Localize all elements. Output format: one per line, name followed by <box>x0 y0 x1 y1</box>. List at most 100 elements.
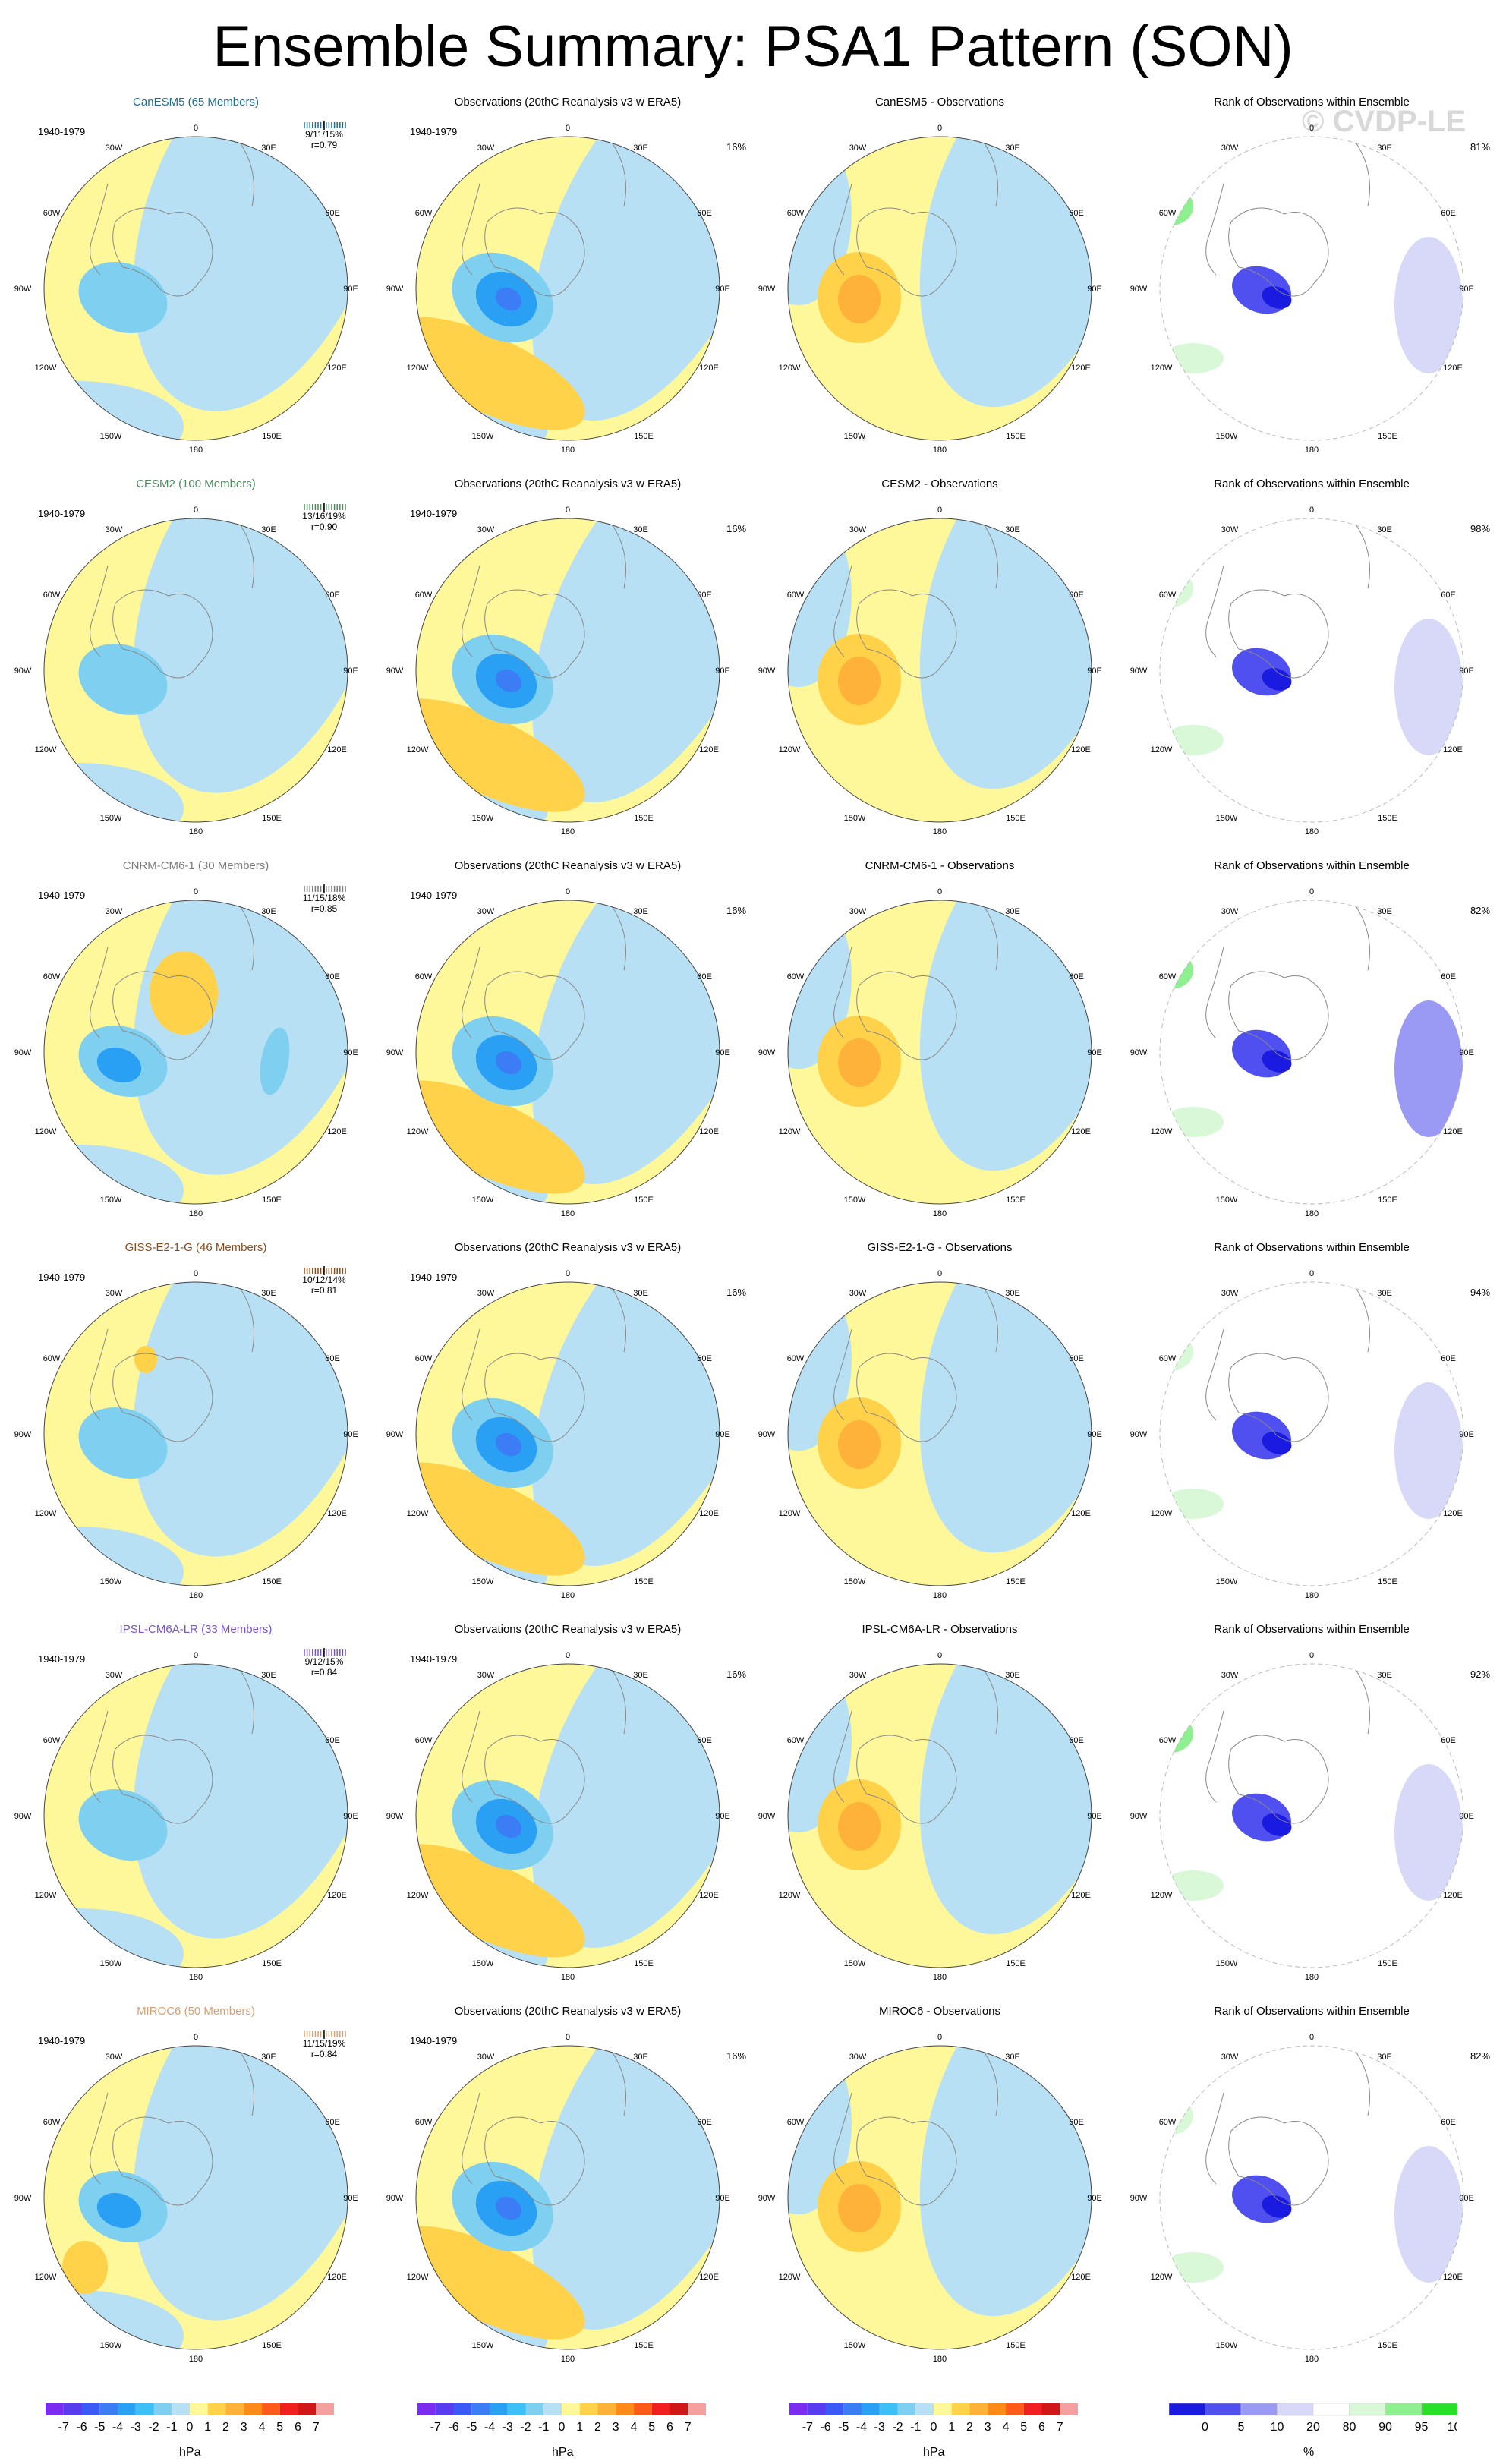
lon-label-w120: 120W <box>35 2273 57 2282</box>
africa-outline <box>608 2047 626 2116</box>
lon-label-w30: 30W <box>106 1289 123 1298</box>
map-border <box>43 1281 348 1586</box>
hpa-unit-3: hPa <box>923 2446 945 2459</box>
polar-map: 0 180 90W 90E 30W 30E 60W 60E 120W 120E 150W 150E <box>386 1651 730 1982</box>
lon-label-e60: 60E <box>697 209 712 218</box>
lon-label-e30: 30E <box>1005 1671 1020 1680</box>
lon-label-n: 0 <box>194 124 198 133</box>
colorbar-label: 2 <box>222 2421 229 2434</box>
map-wrap: 0 180 90W 90E 30W 30E 60W 60E 120W 120E 150W 150E <box>9 1253 383 1604</box>
map-border <box>1159 136 1464 441</box>
lon-label-w150: 150W <box>844 814 866 823</box>
colorbar-label: 3 <box>985 2421 991 2434</box>
lon-label-e60: 60E <box>1069 2118 1084 2127</box>
model-panel: CESM2 (100 Members) 13/16/19% r=0.90 1940-1… <box>9 458 383 837</box>
period-label: 1940-1979 <box>38 2035 86 2047</box>
lon-label-s: 180 <box>933 827 947 837</box>
obs-title: Observations (20thC Reanalysis v3 w ERA5… <box>454 1241 682 1254</box>
positive-region-east <box>133 1664 348 1939</box>
lon-label-w90: 90W <box>386 666 404 676</box>
member-strip <box>301 120 350 130</box>
rank-swatch <box>1312 2403 1350 2416</box>
pattern-correlation: r=0.84 <box>310 2049 338 2059</box>
africa-outline <box>608 901 626 971</box>
lon-label-w150: 150W <box>100 432 122 441</box>
lon-label-s: 180 <box>1305 2355 1319 2364</box>
pressure-anomaly-core <box>96 283 142 320</box>
lon-label-w90: 90W <box>14 1430 32 1439</box>
member-strip <box>301 1647 350 1657</box>
map-border <box>787 136 1092 441</box>
rank-pct: 94% <box>1470 1287 1491 1298</box>
africa-outline <box>980 901 998 971</box>
lon-label-e30: 30E <box>633 1671 648 1680</box>
lon-label-w90: 90W <box>14 1048 32 1057</box>
ensemble-percentiles: 9/11/15% <box>305 129 343 140</box>
south-america-outline <box>1205 1710 1224 1803</box>
rank-region-core <box>1262 668 1292 691</box>
lon-label-w150: 150W <box>844 1959 866 1968</box>
rank-label: 95 <box>1415 2421 1429 2434</box>
south-america-outline <box>462 1710 480 1803</box>
member-strip <box>301 1265 350 1275</box>
colorbar-swatch <box>825 2403 844 2415</box>
lon-label-e30: 30E <box>261 143 276 153</box>
south-america-outline <box>90 565 109 657</box>
lon-label-e150: 150E <box>634 2341 654 2350</box>
lon-label-w30: 30W <box>1221 525 1239 534</box>
colorbar-swatch <box>562 2403 580 2415</box>
colorbar-swatch <box>417 2403 436 2415</box>
colorbar-swatch <box>46 2403 64 2415</box>
africa-outline <box>236 519 254 589</box>
rank-swatch <box>1240 2403 1278 2416</box>
lon-label-s: 180 <box>561 1973 575 1982</box>
south-america-outline <box>833 1710 852 1803</box>
colorbar-swatch <box>172 2403 190 2415</box>
colorbar-label: -3 <box>131 2421 141 2434</box>
lon-label-w90: 90W <box>386 1430 404 1439</box>
lon-label-w120: 120W <box>1151 2273 1173 2282</box>
polar-map: 0 180 90W 90E 30W 30E 60W 60E 120W 120E 150W 150E <box>386 506 730 837</box>
colorbar-swatch <box>988 2403 1006 2415</box>
rank-unit: % <box>1303 2446 1315 2459</box>
positive-band <box>416 1080 585 1194</box>
africa-outline <box>980 1665 998 1735</box>
africa-outline <box>980 2047 998 2116</box>
lon-label-w90: 90W <box>1130 1812 1148 1821</box>
lon-label-w150: 150W <box>472 1959 494 1968</box>
map-border <box>1159 1281 1464 1586</box>
lon-label-w120: 120W <box>35 1891 57 1900</box>
difference-core <box>838 275 881 323</box>
model-panel: GISS-E2-1-G (46 Members) 10/12/14% r=0.81 1… <box>9 1221 383 1600</box>
pattern-correlation: r=0.79 <box>310 140 338 150</box>
member-strip-svg <box>304 1648 346 1657</box>
rank-panel: Rank of Observations within Ensemble 94% 0… <box>1125 1221 1498 1600</box>
lon-label-e150: 150E <box>1006 1196 1026 1205</box>
lon-label-e150: 150E <box>1006 2341 1026 2350</box>
lon-label-w150: 150W <box>1216 432 1238 441</box>
lon-label-e120: 120E <box>327 1509 347 1518</box>
rank-label: 10 <box>1271 2421 1284 2434</box>
lon-label-e150: 150E <box>262 1196 282 1205</box>
lon-label-w60: 60W <box>43 591 61 600</box>
lon-label-e30: 30E <box>1377 1289 1392 1298</box>
antarctica-outline <box>484 1735 585 1824</box>
colorbar-label: 6 <box>666 2421 673 2434</box>
polar-map: 0 180 90W 90E 30W 30E 60W 60E 120W 120E 150W 150E <box>14 1651 358 1982</box>
colorbar-swatch <box>1060 2403 1078 2415</box>
colorbar-label: 4 <box>631 2421 638 2434</box>
period-label: 1940-1979 <box>38 1271 86 1283</box>
lon-label-e60: 60E <box>1441 1736 1456 1745</box>
pattern-correlation: r=0.84 <box>310 1667 338 1678</box>
lon-label-e150: 150E <box>1378 1577 1397 1586</box>
lon-label-w150: 150W <box>472 1196 494 1205</box>
lon-label-w120: 120W <box>35 745 57 755</box>
rank-panel: Rank of Observations within Ensemble 92% 0… <box>1125 1603 1498 1982</box>
rank-region-core <box>1262 1050 1292 1073</box>
lon-label-w120: 120W <box>1151 1127 1173 1136</box>
colorbar-swatch <box>651 2403 670 2415</box>
map-wrap: 0 180 90W 90E 30W 30E 60W 60E 120W 120E 150W 150E <box>9 2017 383 2368</box>
lon-label-w60: 60W <box>415 591 433 600</box>
antarctica-outline <box>1228 2116 1329 2206</box>
colorbar-label: 4 <box>1003 2421 1010 2434</box>
